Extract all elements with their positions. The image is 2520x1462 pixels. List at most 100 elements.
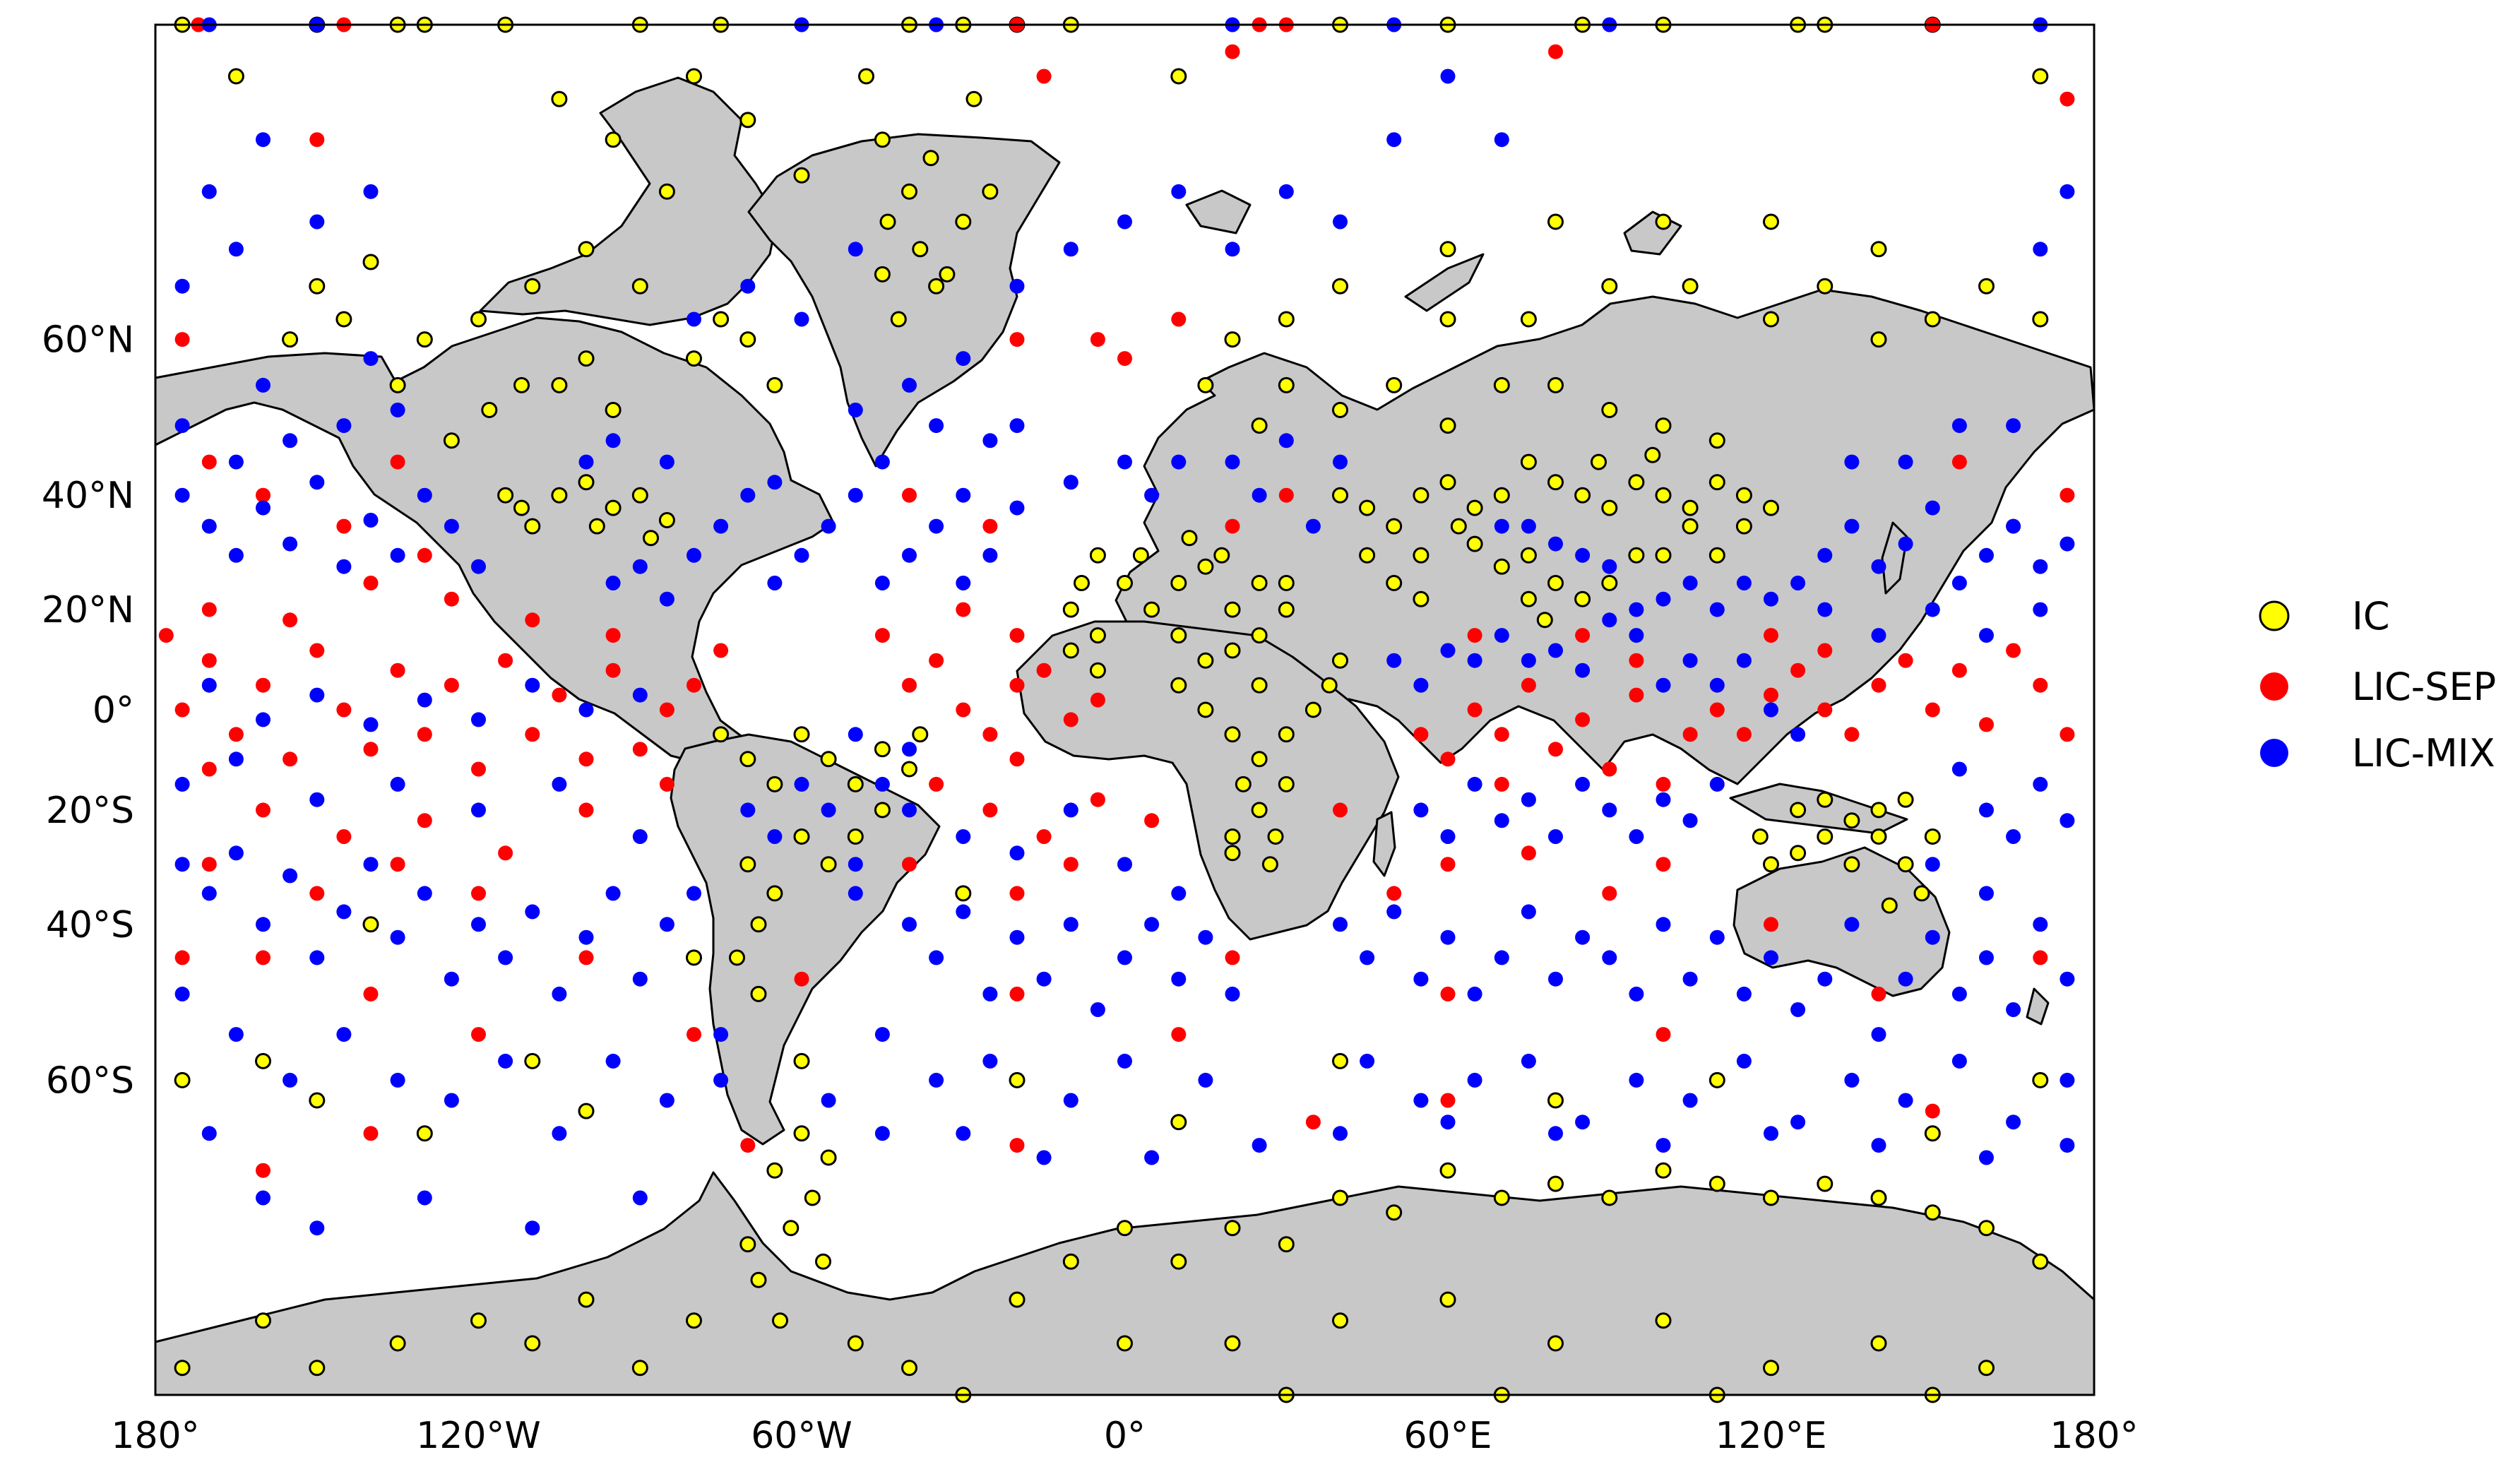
lic-mix-point [1009, 845, 1025, 861]
lic-mix-point [1494, 813, 1509, 828]
lic-sep-point [1871, 986, 1886, 1002]
ic-point [1224, 1335, 1241, 1352]
lic-mix-point [902, 742, 917, 757]
lic-mix-point [767, 829, 783, 844]
lic-mix-point [1521, 792, 1536, 807]
lic-mix-point [902, 917, 917, 932]
ic-point [793, 1052, 810, 1069]
ic-point [739, 751, 756, 768]
ic-point [1644, 446, 1661, 463]
lic-mix-point [956, 576, 971, 590]
ic-point [1332, 1312, 1348, 1329]
lic-mix-point [1117, 1053, 1132, 1069]
ic-point [1536, 612, 1553, 629]
lic-sep-point [1090, 692, 1105, 708]
lic-mix-point [956, 1126, 971, 1141]
lic-sep-point [1009, 628, 1025, 643]
lic-mix-point [417, 1190, 432, 1206]
ic-point [1386, 376, 1403, 393]
lic-sep-point [158, 628, 174, 643]
ic-point [766, 1162, 783, 1179]
lic-sep-point [471, 761, 486, 777]
lic-mix-point [417, 487, 432, 503]
ic-point [739, 112, 756, 129]
lic-mix-point [1736, 576, 1752, 590]
ic-point [174, 1071, 191, 1088]
lic-mix-point [1575, 929, 1591, 945]
ic-point [1170, 677, 1187, 694]
ic-point [2032, 68, 2049, 85]
ic-point [470, 311, 487, 328]
lic-sep-point [1225, 518, 1240, 534]
lic-mix-point [1682, 971, 1698, 987]
lic-mix-point [687, 311, 701, 327]
lic-sep-point [1036, 662, 1052, 678]
lic-mix-point [336, 418, 352, 434]
lic-sep-point [1656, 776, 1671, 792]
ic-point [772, 1312, 788, 1329]
ic-point [1763, 856, 1779, 873]
lic-mix-point [256, 132, 271, 148]
lic-sep-point [929, 776, 944, 792]
lic-mix-point [525, 677, 540, 693]
lic-mix-point [390, 547, 405, 563]
lic-mix-point [1844, 1072, 1860, 1088]
lic-mix-point [2033, 602, 2048, 617]
lic-mix-point [956, 487, 971, 503]
lic-sep-point [794, 971, 809, 987]
lic-mix-point [1278, 433, 1294, 448]
ic-point [874, 131, 891, 148]
lic-mix-point [1951, 986, 1967, 1002]
ic-point [939, 266, 956, 283]
lic-mix-point [874, 576, 890, 590]
ic-point [847, 775, 864, 792]
ic-point [416, 331, 433, 348]
x-tick-label: 180° [111, 1415, 199, 1457]
lic-sep-point [336, 702, 352, 718]
lic-sep-point [2033, 950, 2048, 965]
lic-sep-point [1548, 44, 1563, 59]
ic-point [1708, 1071, 1725, 1088]
lic-mix-point [363, 351, 379, 367]
ic-point [1817, 828, 1833, 845]
lic-sep-point [336, 518, 352, 534]
lic-mix-point [659, 591, 674, 607]
ic-point [1763, 1189, 1779, 1206]
lic-mix-point [1709, 677, 1725, 693]
lic-mix-point [1925, 857, 1940, 872]
ic-point [1132, 547, 1149, 564]
lic-sep-point [525, 727, 540, 742]
lic-mix-point [417, 692, 432, 708]
ic-point [1386, 518, 1403, 535]
lic-mix-point [929, 518, 944, 534]
ic-point [1978, 1220, 1995, 1237]
lic-mix-point [982, 986, 998, 1002]
lic-sep-point [471, 1027, 486, 1042]
ic-point [750, 985, 767, 1002]
lic-sep-point [902, 677, 917, 693]
ic-point [605, 499, 622, 516]
lic-mix-point [283, 868, 298, 884]
lic-mix-point [1036, 971, 1052, 987]
lic-mix-point [309, 687, 325, 703]
lic-mix-point [1951, 418, 1967, 434]
lic-mix-point [201, 1126, 217, 1141]
land-arctic-islands [479, 76, 778, 326]
ic-point [686, 350, 702, 367]
lic-sep-point [578, 802, 594, 818]
land-indonesia [1729, 783, 1908, 835]
ic-point [1870, 331, 1887, 348]
lic-sep-point [1494, 727, 1509, 742]
ic-point [416, 1125, 433, 1142]
lic-mix-point [1117, 214, 1132, 230]
lic-sep-point [363, 1126, 379, 1141]
ic-point [551, 90, 568, 107]
y-tick-label: 60°N [42, 319, 134, 362]
lic-mix-point [2006, 829, 2021, 844]
ic-point [879, 213, 896, 230]
lic-mix-point [929, 950, 944, 965]
ic-point [1170, 1114, 1187, 1131]
lic-mix-point [174, 487, 190, 503]
lic-sep-point [256, 487, 271, 503]
ic-point [686, 949, 702, 966]
